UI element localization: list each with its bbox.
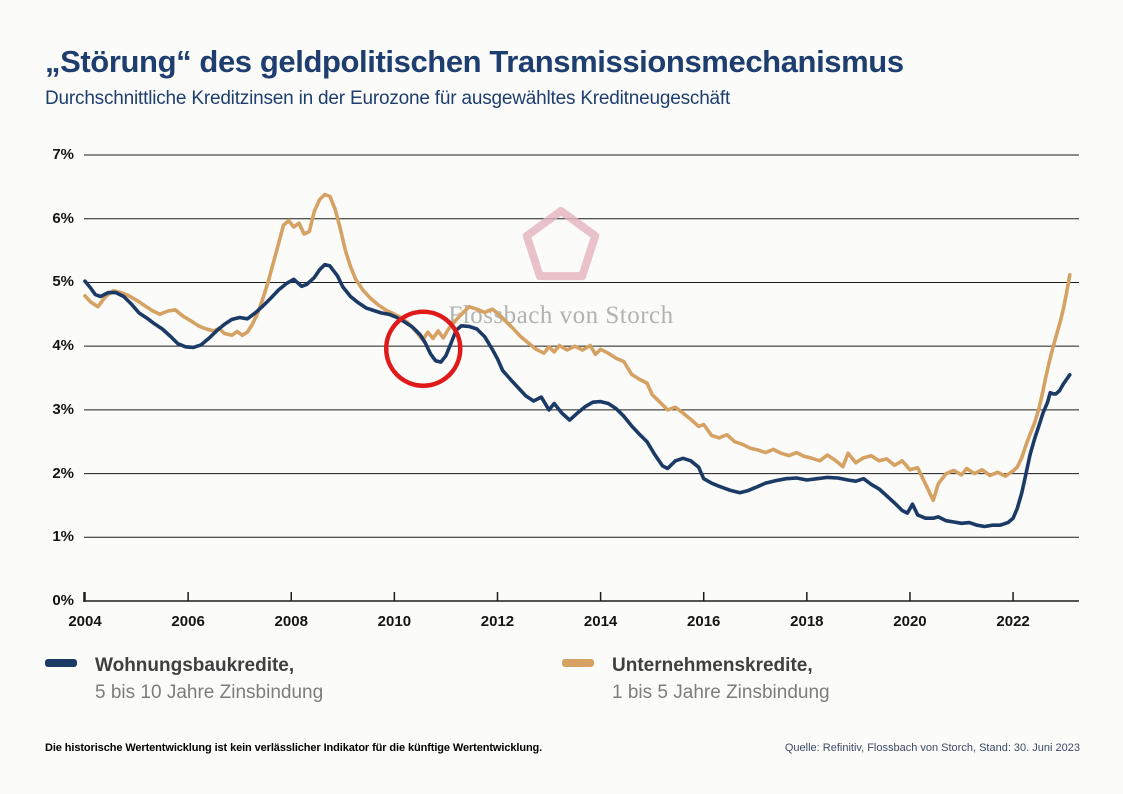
x-tick-label: 2008 xyxy=(274,613,308,630)
page-subtitle: Durchschnittliche Kreditzinsen in der Eu… xyxy=(45,88,731,109)
y-tick-label: 4% xyxy=(52,337,74,355)
y-tick-label: 1% xyxy=(52,528,74,546)
page-title: „Störung“ des geldpolitischen Transmissi… xyxy=(45,44,904,79)
legend-sublabel: 1 bis 5 Jahre Zinsbindung xyxy=(612,682,830,703)
legend-label: Wohnungsbaukredite, xyxy=(95,655,295,676)
x-tick-label: 2018 xyxy=(790,613,824,630)
y-tick-label: 3% xyxy=(52,400,74,418)
y-tick-label: 2% xyxy=(52,464,74,482)
legend-label: Unternehmenskredite, xyxy=(612,655,813,676)
legend-swatch-tan xyxy=(562,659,594,667)
x-tick-label: 2004 xyxy=(68,613,102,630)
legend-swatch-navy xyxy=(45,659,77,667)
pentagon-logo-watermark-icon xyxy=(522,207,600,281)
x-tick-label: 2016 xyxy=(687,613,721,630)
x-tick-label: 2014 xyxy=(583,613,618,630)
y-tick-label: 0% xyxy=(52,592,74,609)
x-tick-label: 2020 xyxy=(893,613,927,630)
x-tick-label: 2012 xyxy=(480,613,515,630)
watermark-text: Flossbach von Storch xyxy=(448,302,673,329)
y-tick-label: 6% xyxy=(52,209,74,227)
series-line xyxy=(83,262,1072,529)
legend-item-wohnungsbaukredite: Wohnungsbaukredite, 5 bis 10 Jahre Zinsb… xyxy=(45,652,323,706)
x-tick-label: 2010 xyxy=(377,613,412,630)
legend-item-unternehmenskredite: Unternehmenskredite, 1 bis 5 Jahre Zinsb… xyxy=(562,652,830,706)
y-tick-label: 7% xyxy=(52,146,74,164)
source-text: Quelle: Refinitiv, Flossbach von Storch,… xyxy=(784,742,1080,754)
disclaimer-text: Die historische Wertentwicklung ist kein… xyxy=(45,742,543,754)
x-tick-label: 2006 xyxy=(171,613,205,630)
highlight-circle-annotation xyxy=(383,309,463,388)
series-line xyxy=(83,192,1072,503)
x-tick-label: 2022 xyxy=(996,613,1030,630)
y-tick-label: 5% xyxy=(52,273,74,291)
legend-sublabel: 5 bis 10 Jahre Zinsbindung xyxy=(95,682,324,703)
